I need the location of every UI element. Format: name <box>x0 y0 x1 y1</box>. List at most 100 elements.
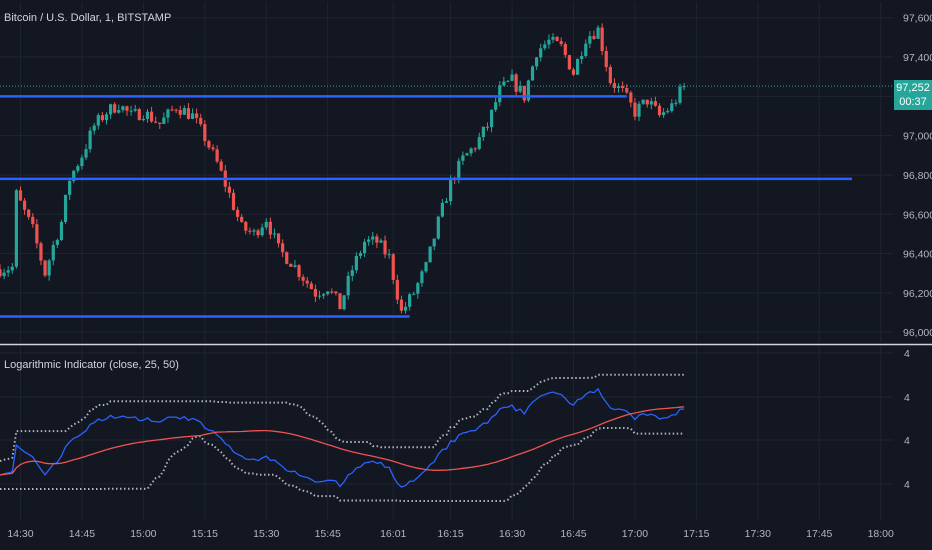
candle-down <box>158 122 162 124</box>
candle-up <box>584 43 588 57</box>
time-axis-label: 16:01 <box>380 528 406 540</box>
candle-down <box>285 252 289 264</box>
candle-down <box>395 279 399 300</box>
time-axis-label: 14:45 <box>69 528 95 540</box>
candle-down <box>625 88 629 93</box>
candle-down <box>612 83 617 88</box>
price-badge-value: 97,252 <box>896 82 930 94</box>
candle-down <box>43 260 47 276</box>
candle-up <box>408 294 412 307</box>
indicator-axis-label: 4 <box>904 479 910 491</box>
candle-down <box>567 55 571 70</box>
price-axis-label: 96,400 <box>903 249 932 261</box>
candle-up <box>121 106 125 111</box>
time-axis-label: 15:30 <box>253 528 279 540</box>
time-axis-label: 17:45 <box>806 528 832 540</box>
candle-up <box>448 178 453 202</box>
chart-title: Bitcoin / U.S. Dollar, 1, BITSTAMP <box>4 12 172 24</box>
candle-down <box>268 221 272 235</box>
candle-up <box>588 36 592 44</box>
candle-up <box>92 125 96 131</box>
candle-up <box>88 130 92 150</box>
candle-up <box>539 48 543 58</box>
candle-down <box>522 86 526 101</box>
candle-down <box>301 276 305 281</box>
candle-up <box>444 201 449 203</box>
time-axis-label: 16:45 <box>560 528 586 540</box>
indicator-line <box>0 387 685 488</box>
price-axis-label: 96,800 <box>903 170 932 182</box>
candle-up <box>63 194 68 222</box>
candle-up <box>379 240 383 243</box>
candle-down <box>473 148 477 150</box>
candle-up <box>616 86 621 88</box>
candle-down <box>35 224 39 244</box>
candle-down <box>227 186 231 193</box>
candle-down <box>330 291 334 293</box>
candle-up <box>510 74 514 81</box>
candle-down <box>27 209 31 217</box>
candle-up <box>662 112 666 116</box>
candle-down <box>592 36 596 39</box>
candle-up <box>674 102 678 104</box>
candle-up <box>55 239 59 245</box>
candle-up <box>469 148 473 154</box>
candle-up <box>477 137 481 149</box>
candle-up <box>182 108 186 115</box>
time-axis-label: 15:15 <box>192 528 218 540</box>
candle-down <box>100 115 105 121</box>
candle-down <box>39 243 43 261</box>
candle-up <box>84 149 88 158</box>
candle-down <box>399 299 404 311</box>
candle-up <box>580 56 584 60</box>
candle-up <box>678 86 682 103</box>
time-axis-label: 15:45 <box>315 528 341 540</box>
indicator-axis-label: 4 <box>904 392 910 404</box>
candle-down <box>207 141 211 148</box>
candle-up <box>494 102 498 110</box>
time-axis-label: 18:00 <box>868 528 894 540</box>
candle-up <box>465 153 469 156</box>
candle-down <box>195 113 199 118</box>
candle-up <box>547 39 551 45</box>
candle-down <box>600 27 604 52</box>
candle-down <box>391 254 395 280</box>
candle-down <box>154 121 158 123</box>
candle-up <box>428 246 432 263</box>
candle-down <box>240 216 244 222</box>
candle-up <box>190 113 195 119</box>
candle-down <box>559 41 563 45</box>
candle-down <box>305 280 309 284</box>
candle-down <box>276 233 281 244</box>
candle-up <box>387 254 391 256</box>
candle-up <box>162 117 166 124</box>
candle-down <box>215 149 219 162</box>
candle-down <box>219 161 223 171</box>
candle-up <box>596 27 600 39</box>
candle-down <box>571 69 576 75</box>
candle-down <box>633 102 637 117</box>
candle-up <box>326 291 330 295</box>
candle-up <box>371 236 375 240</box>
time-axis-label: 16:30 <box>499 528 525 540</box>
candle-up <box>80 157 84 167</box>
candle-up <box>145 111 150 119</box>
candle-down <box>22 200 27 210</box>
candle-up <box>362 241 367 254</box>
price-badge: 97,252 00:37 <box>894 80 932 110</box>
candle-down <box>174 109 178 111</box>
price-axis-label: 97,400 <box>903 52 932 64</box>
candle-up <box>440 202 445 217</box>
candle-up <box>420 271 424 284</box>
candle-up <box>666 111 670 113</box>
indicator-moving-average <box>0 406 685 476</box>
candle-up <box>10 266 14 271</box>
price-axis-label: 96,600 <box>903 209 932 221</box>
candle-down <box>125 106 129 111</box>
candle-up <box>416 283 420 294</box>
candle-down <box>149 111 154 122</box>
candle-down <box>137 109 141 121</box>
candle-up <box>457 160 461 181</box>
candle-down <box>653 101 658 106</box>
